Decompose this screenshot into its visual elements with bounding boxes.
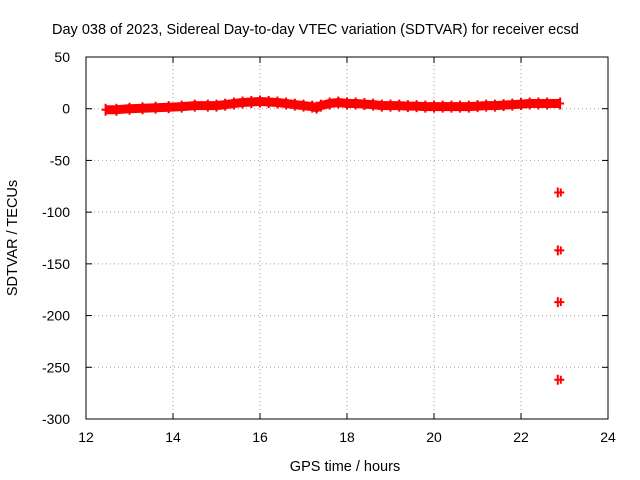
x-tick-label: 14 (165, 429, 181, 445)
data-point (203, 99, 212, 112)
data-point (395, 99, 404, 112)
data-point (125, 102, 134, 115)
x-tick-label: 20 (426, 429, 442, 445)
data-point (447, 100, 456, 113)
x-tick-label: 16 (252, 429, 268, 445)
data-point (308, 100, 317, 113)
data-point (534, 97, 543, 110)
data-point (312, 101, 321, 114)
data-point (412, 100, 421, 113)
data-point (190, 99, 199, 112)
y-axis-label: SDTVAR / TECUs (5, 180, 21, 296)
data-point (499, 99, 508, 112)
y-tick-labels: 50 0 -50 -100 -150 -200 -250 -300 (42, 49, 70, 427)
data-point (482, 99, 491, 112)
data-point (343, 97, 351, 110)
outlier-point (554, 297, 565, 308)
data-marks (101, 95, 565, 385)
data-point (351, 97, 360, 110)
x-tick-label: 24 (600, 429, 616, 445)
data-point (377, 99, 386, 112)
x-axis-label: GPS time / hours (290, 459, 400, 475)
y-tick-label: -150 (42, 256, 70, 272)
data-point (556, 97, 565, 110)
data-point (403, 100, 412, 113)
chart-title: Day 038 of 2023, Sidereal Day-to-day VTE… (52, 22, 579, 38)
data-point (273, 96, 282, 109)
data-point (473, 100, 482, 113)
data-point (490, 99, 499, 112)
x-tick-label: 18 (339, 429, 355, 445)
data-point (360, 98, 369, 111)
y-tick-label: 0 (62, 101, 70, 117)
data-point (264, 95, 273, 108)
y-tick-label: -50 (50, 152, 70, 168)
data-point (151, 101, 160, 114)
data-point (221, 98, 230, 111)
data-point (177, 100, 186, 113)
outlier-point (554, 374, 565, 385)
y-tick-label: -200 (42, 308, 70, 324)
data-point (386, 99, 395, 112)
data-point (543, 97, 552, 110)
data-point (430, 100, 438, 113)
data-point (290, 98, 299, 111)
outlier-point (554, 245, 565, 256)
data-point (247, 95, 256, 108)
data-point (334, 96, 343, 109)
data-point (325, 97, 334, 110)
data-point (517, 98, 525, 111)
data-point (229, 97, 238, 110)
data-point (438, 100, 447, 113)
tick-marks (85, 56, 609, 420)
data-point (164, 101, 173, 114)
data-point (299, 99, 308, 112)
x-tick-labels: 12 14 16 18 20 22 24 (78, 429, 616, 445)
data-point (138, 102, 147, 115)
data-point (112, 103, 121, 116)
data-point (212, 99, 221, 112)
outlier-point (554, 187, 565, 198)
data-point (238, 96, 247, 109)
data-point (101, 103, 110, 116)
y-tick-label: -300 (42, 411, 70, 427)
y-tick-label: 50 (54, 49, 70, 65)
data-point (316, 99, 325, 112)
x-tick-label: 22 (513, 429, 529, 445)
data-point (369, 98, 378, 111)
data-point (508, 98, 517, 111)
data-point (256, 95, 264, 108)
data-point (282, 97, 291, 110)
x-tick-label: 12 (78, 429, 94, 445)
data-point (421, 100, 430, 113)
data-point (525, 97, 534, 110)
data-point (464, 100, 473, 113)
y-tick-label: -100 (42, 204, 70, 220)
data-point (456, 100, 465, 113)
y-tick-label: -250 (42, 359, 70, 375)
